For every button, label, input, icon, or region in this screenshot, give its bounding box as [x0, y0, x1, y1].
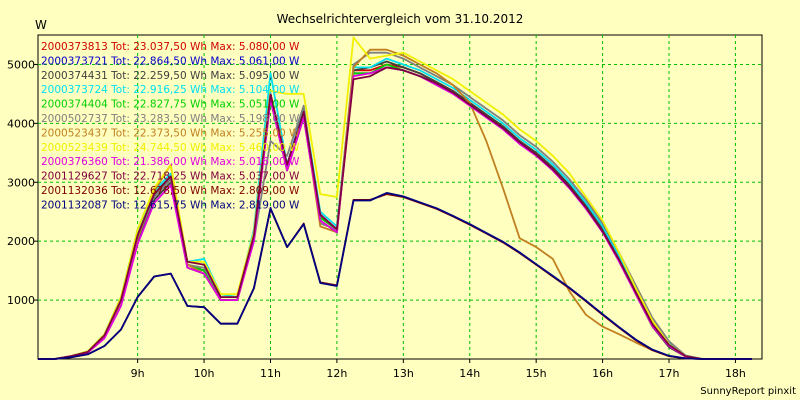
footer-credit: SunnyReport pinxit: [700, 386, 796, 397]
y-tick-label: 4000: [7, 117, 35, 130]
series-layer: [38, 36, 752, 360]
x-tick-label: 18h: [725, 367, 746, 380]
legend-entry-2001132087: 2001132087 Tot: 12.615,75 Wh Max: 2.819,…: [41, 199, 300, 211]
x-tick-label: 13h: [393, 367, 414, 380]
legend-entry-2000374431: 2000374431 Tot: 22.259,50 Wh Max: 5.095,…: [41, 70, 300, 82]
legend-entry-2000373813: 2000373813 Tot: 23.037,50 Wh Max: 5.080,…: [41, 41, 300, 53]
x-tick-label: 9h: [131, 367, 145, 380]
y-tick-label: 3000: [7, 176, 35, 189]
x-axis: 9h 10h 11h 12h 13h 14h 15h 16h 17h 18h: [131, 359, 746, 380]
legend: 2000373813 Tot: 23.037,50 Wh Max: 5.080,…: [41, 41, 300, 211]
x-tick-label: 11h: [260, 367, 281, 380]
grid: [38, 35, 762, 359]
legend-entry-2001132036: 2001132036 Tot: 12.678,50 Wh Max: 2.809,…: [41, 185, 300, 197]
series-line-2000523437: [38, 48, 752, 360]
y-tick-label: 1000: [7, 294, 35, 307]
y-axis: 1000 2000 3000 4000 5000: [7, 58, 38, 307]
x-tick-label: 14h: [459, 367, 480, 380]
legend-entry-2001129627: 2001129627 Tot: 22.718,25 Wh Max: 5.037,…: [41, 171, 300, 183]
x-tick-label: 16h: [592, 367, 613, 380]
legend-entry-2000374404: 2000374404 Tot: 22.827,75 Wh Max: 5.051,…: [41, 99, 300, 111]
legend-entry-2000376360: 2000376360 Tot: 21.386,00 Wh Max: 5.016,…: [41, 156, 300, 168]
x-tick-label: 10h: [194, 367, 215, 380]
legend-entry-2000373721: 2000373721 Tot: 22.864,50 Wh Max: 5.061,…: [41, 55, 300, 67]
legend-entry-2000523437: 2000523437 Tot: 22.373,50 Wh Max: 5.255,…: [41, 127, 300, 139]
x-tick-label: 12h: [326, 367, 347, 380]
chart-title: Wechselrichtervergleich vom 31.10.2012: [277, 12, 524, 26]
y-tick-label: 2000: [7, 235, 35, 248]
y-tick-label: 5000: [7, 58, 35, 71]
series-line-2000502737: [38, 51, 752, 360]
x-tick-label: 15h: [526, 367, 547, 380]
series-line-2001129627: [38, 66, 752, 360]
series-line-2001132087: [38, 191, 752, 360]
x-tick-label: 17h: [659, 367, 680, 380]
legend-entry-2000502737: 2000502737 Tot: 23.283,50 Wh Max: 5.198,…: [41, 113, 300, 125]
y-axis-unit: W: [35, 18, 47, 32]
legend-entry-2000523439: 2000523439 Tot: 24.744,50 Wh Max: 5.460,…: [41, 142, 300, 154]
legend-entry-2000373724: 2000373724 Tot: 22.916,25 Wh Max: 5.104,…: [41, 84, 300, 96]
series-line-2000523439: [38, 36, 752, 360]
